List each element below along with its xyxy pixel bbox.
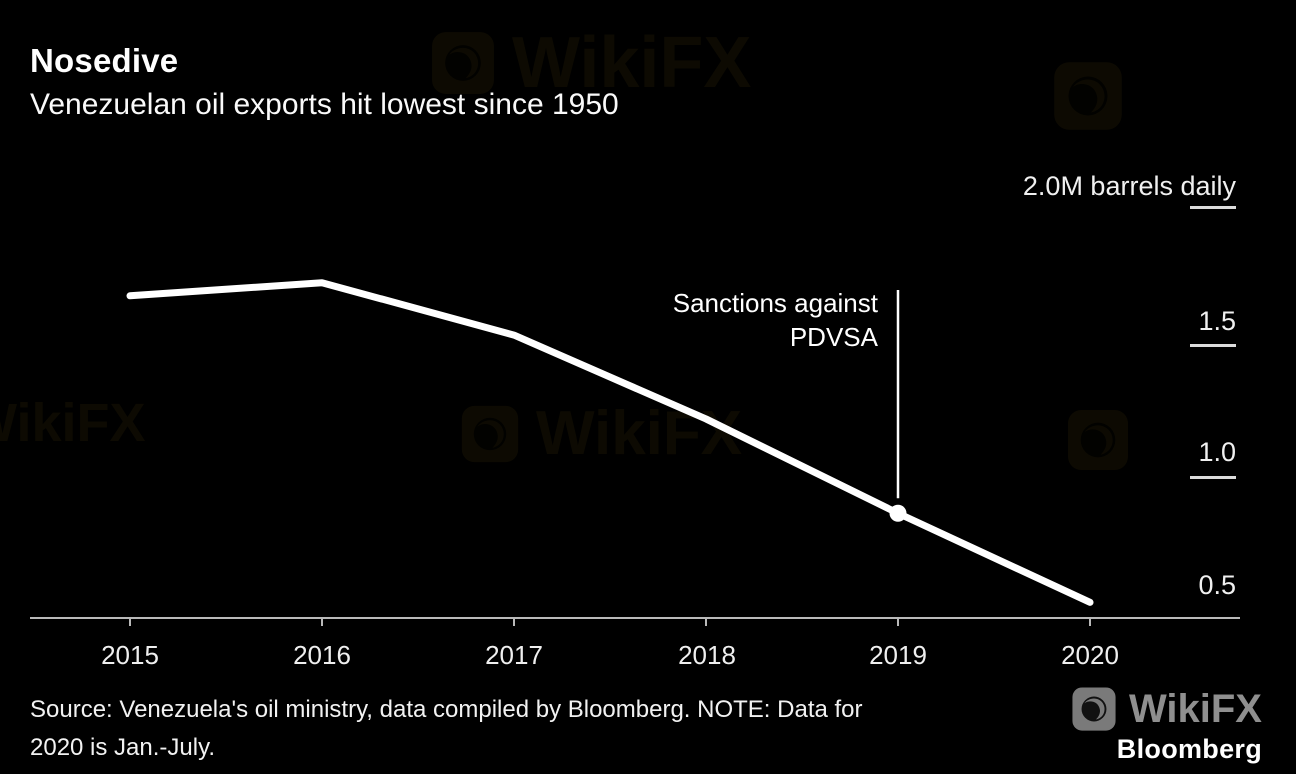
annotation-line2: PDVSA <box>789 322 878 352</box>
source-line2: 2020 is Jan.-July. <box>30 734 215 761</box>
chart-title: Nosedive <box>30 42 179 79</box>
x-axis-label-2015: 2015 <box>101 640 159 670</box>
y-axis-label-1-0: 1.0 <box>1198 437 1236 467</box>
x-axis-label-2018: 2018 <box>678 640 736 670</box>
y-axis-tick <box>1190 206 1236 209</box>
x-axis-label-2017: 2017 <box>485 640 543 670</box>
annotation-sanctions: Sanctions against PDVSA <box>673 286 878 354</box>
source-line1: Source: Venezuela's oil ministry, data c… <box>30 696 863 723</box>
y-axis-label-1-5: 1.5 <box>1198 306 1236 336</box>
exports-line-series <box>126 279 1094 606</box>
bloomberg-logo: Bloomberg <box>1116 734 1262 764</box>
x-axis-label-2019: 2019 <box>869 640 927 670</box>
wikifx-label: WikiFX <box>1129 686 1262 731</box>
y-axis-label-top: 2.0M barrels daily <box>1022 171 1236 201</box>
x-axis-label-2020: 2020 <box>1061 640 1119 670</box>
x-axis-label-2016: 2016 <box>293 640 351 670</box>
wikifx-eagle-icon <box>1071 686 1117 732</box>
y-axis-tick <box>1190 476 1236 479</box>
source-note: Source: Venezuela's oil ministry, data c… <box>30 691 863 767</box>
y-axis-tick <box>1190 344 1236 347</box>
chart-subtitle: Venezuelan oil exports hit lowest since … <box>30 88 619 121</box>
wikifx-watermark: WikiFX <box>1071 686 1262 732</box>
annotation-marker-dot <box>889 504 907 522</box>
y-axis-label-0-5: 0.5 <box>1198 570 1236 600</box>
annotation-line1: Sanctions against <box>672 288 878 318</box>
